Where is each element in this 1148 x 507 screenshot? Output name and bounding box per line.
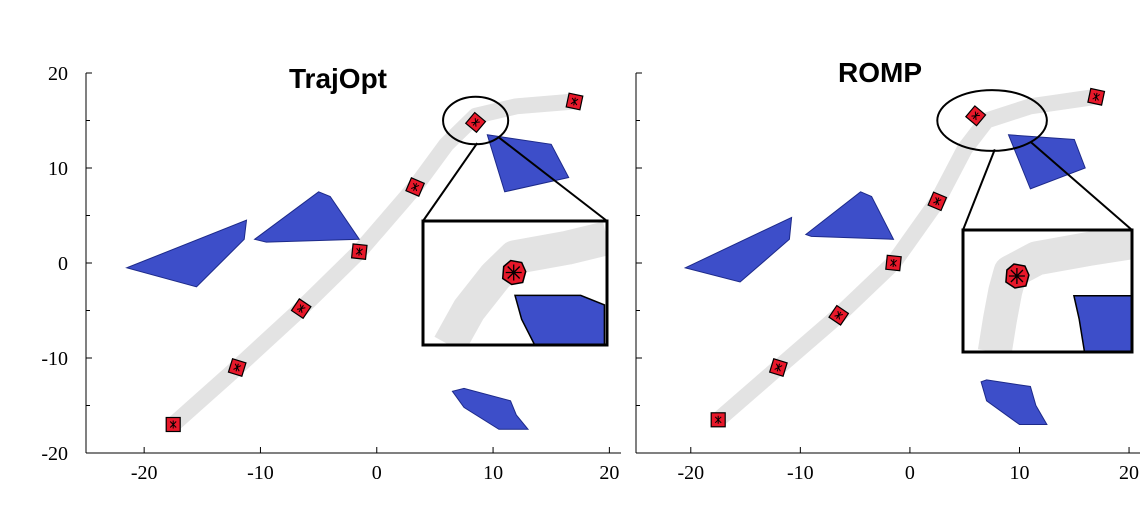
obstacle-0 xyxy=(125,219,248,288)
waypoint-1 xyxy=(768,358,788,377)
inset-waypoint xyxy=(501,259,527,286)
zoom-circle xyxy=(936,89,1048,152)
zoom-inset xyxy=(961,228,1134,354)
plot-area xyxy=(125,92,584,433)
plot-area xyxy=(683,87,1106,428)
panel-title: ROMP xyxy=(838,57,922,88)
obstacle-0 xyxy=(683,216,793,283)
obstacle-3 xyxy=(451,387,530,430)
waypoint-5 xyxy=(464,111,487,134)
inset-obstacle xyxy=(514,294,606,345)
x-tick-label: 0 xyxy=(905,462,915,484)
x-tick-label: 20 xyxy=(599,462,619,484)
waypoint-0 xyxy=(710,412,726,428)
inset-waypoint xyxy=(1005,263,1030,289)
panel-title: TrajOpt xyxy=(289,63,387,94)
x-tick-label: -10 xyxy=(247,462,274,484)
y-tick-label: -20 xyxy=(41,443,68,465)
y-tick-label: 0 xyxy=(58,253,68,275)
waypoint-5 xyxy=(964,105,987,127)
zoom-connector-left xyxy=(962,149,996,231)
y-tick-label: -10 xyxy=(41,348,68,370)
inset-obstacle xyxy=(1072,294,1132,352)
inset-frame xyxy=(961,228,1134,354)
waypoint-6 xyxy=(565,92,584,111)
x-tick-label: 10 xyxy=(1009,462,1029,484)
x-tick-label: -20 xyxy=(131,462,158,484)
x-tick-label: 20 xyxy=(1119,462,1139,484)
x-tick-label: 10 xyxy=(483,462,503,484)
waypoint-4 xyxy=(927,191,948,212)
obstacle-1 xyxy=(804,191,895,240)
waypoint-6 xyxy=(1087,87,1106,106)
zoom-connector-left xyxy=(422,142,479,222)
inset-frame xyxy=(421,219,609,347)
waypoint-4 xyxy=(405,177,426,197)
zoom-connector-right xyxy=(497,136,608,222)
waypoint-2 xyxy=(290,298,312,320)
waypoint-2 xyxy=(828,304,850,326)
x-tick-label: -10 xyxy=(787,462,814,484)
obstacle-2 xyxy=(486,134,570,193)
obstacle-2 xyxy=(1007,134,1086,190)
zoom-connector-right xyxy=(1029,141,1133,231)
x-tick-label: -20 xyxy=(677,462,704,484)
obstacle-3 xyxy=(980,379,1048,425)
waypoint-3 xyxy=(350,243,368,260)
panel-trajopt: -20 -10 0 10 20 -20 -10 0 10 20 TrajOpt xyxy=(41,63,621,484)
waypoint-3 xyxy=(885,254,902,272)
zoom-inset xyxy=(421,219,609,347)
obstacle-1 xyxy=(253,191,361,243)
waypoint-0 xyxy=(165,416,181,433)
panel-romp: -20 -10 0 10 20 ROMP xyxy=(635,57,1140,484)
y-tick-label: 10 xyxy=(48,158,68,180)
waypoint-1 xyxy=(227,358,247,377)
x-tick-label: 0 xyxy=(372,462,382,484)
y-tick-label: 20 xyxy=(48,63,68,85)
